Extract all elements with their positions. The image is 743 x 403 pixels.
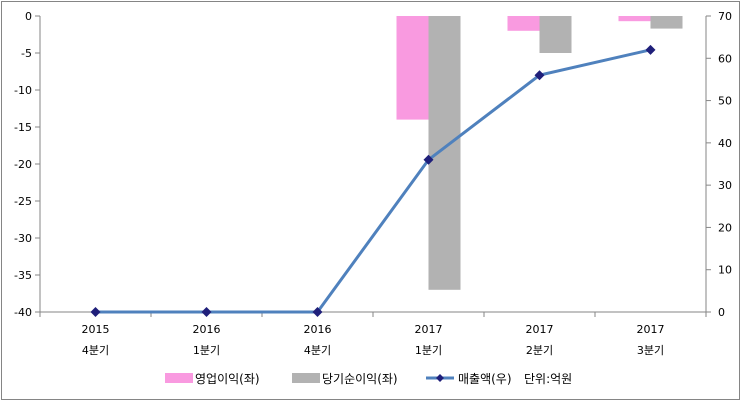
legend-label: 매출액(우): [458, 372, 512, 386]
right-tick-label: 10: [718, 264, 732, 277]
left-tick-label: -25: [14, 195, 32, 208]
bar-operating-profit: [507, 16, 540, 31]
right-tick-label: 0: [718, 306, 725, 319]
left-tick-label: -5: [21, 47, 32, 60]
left-tick-label: 0: [25, 10, 32, 23]
x-tick-label-year: 2015: [82, 323, 110, 336]
revenue-marker: [534, 70, 545, 81]
legend-label: 당기순이익(좌): [322, 372, 398, 386]
x-tick-label-quarter: 1분기: [415, 344, 442, 357]
legend-label: 영업이익(좌): [195, 372, 260, 386]
x-tick-label-year: 2016: [193, 323, 221, 336]
x-tick-label-quarter: 4분기: [304, 344, 331, 357]
x-tick-label-year: 2016: [304, 323, 332, 336]
bar-net-profit: [539, 16, 572, 53]
left-tick-label: -40: [14, 306, 32, 319]
revenue-marker: [201, 307, 212, 317]
revenue-marker: [312, 307, 323, 317]
right-tick-label: 60: [718, 52, 732, 65]
right-tick-label: 40: [718, 137, 732, 150]
left-tick-label: -20: [14, 158, 32, 171]
bar-operating-profit: [396, 16, 429, 120]
left-tick-label: -30: [14, 232, 32, 245]
x-tick-label-year: 2017: [526, 323, 554, 336]
x-tick-label-year: 2017: [415, 323, 443, 336]
bar-net-profit: [650, 16, 683, 29]
x-tick-label-quarter: 1분기: [193, 344, 220, 357]
right-tick-label: 20: [718, 221, 732, 234]
revenue-marker: [423, 154, 434, 165]
right-tick-label: 70: [718, 10, 732, 23]
left-tick-label: -15: [14, 121, 32, 134]
revenue-marker: [90, 307, 101, 317]
revenue-marker: [645, 44, 656, 55]
right-tick-label: 30: [718, 179, 732, 192]
legend-swatch-marker: [436, 374, 444, 382]
bar-net-profit: [428, 16, 461, 290]
x-tick-label-year: 2017: [637, 323, 665, 336]
legend-swatch: [165, 373, 193, 383]
x-tick-label-quarter: 3분기: [637, 344, 664, 357]
legend-swatch: [292, 373, 320, 383]
x-tick-label-quarter: 4분기: [82, 344, 109, 357]
right-tick-label: 50: [718, 95, 732, 108]
left-tick-label: -10: [14, 84, 32, 97]
revenue-line: [95, 48, 651, 314]
bar-operating-profit: [618, 16, 651, 22]
unit-note: 단위:억원: [524, 372, 572, 386]
left-tick-label: -35: [14, 269, 32, 282]
x-tick-label-quarter: 2분기: [526, 344, 553, 357]
